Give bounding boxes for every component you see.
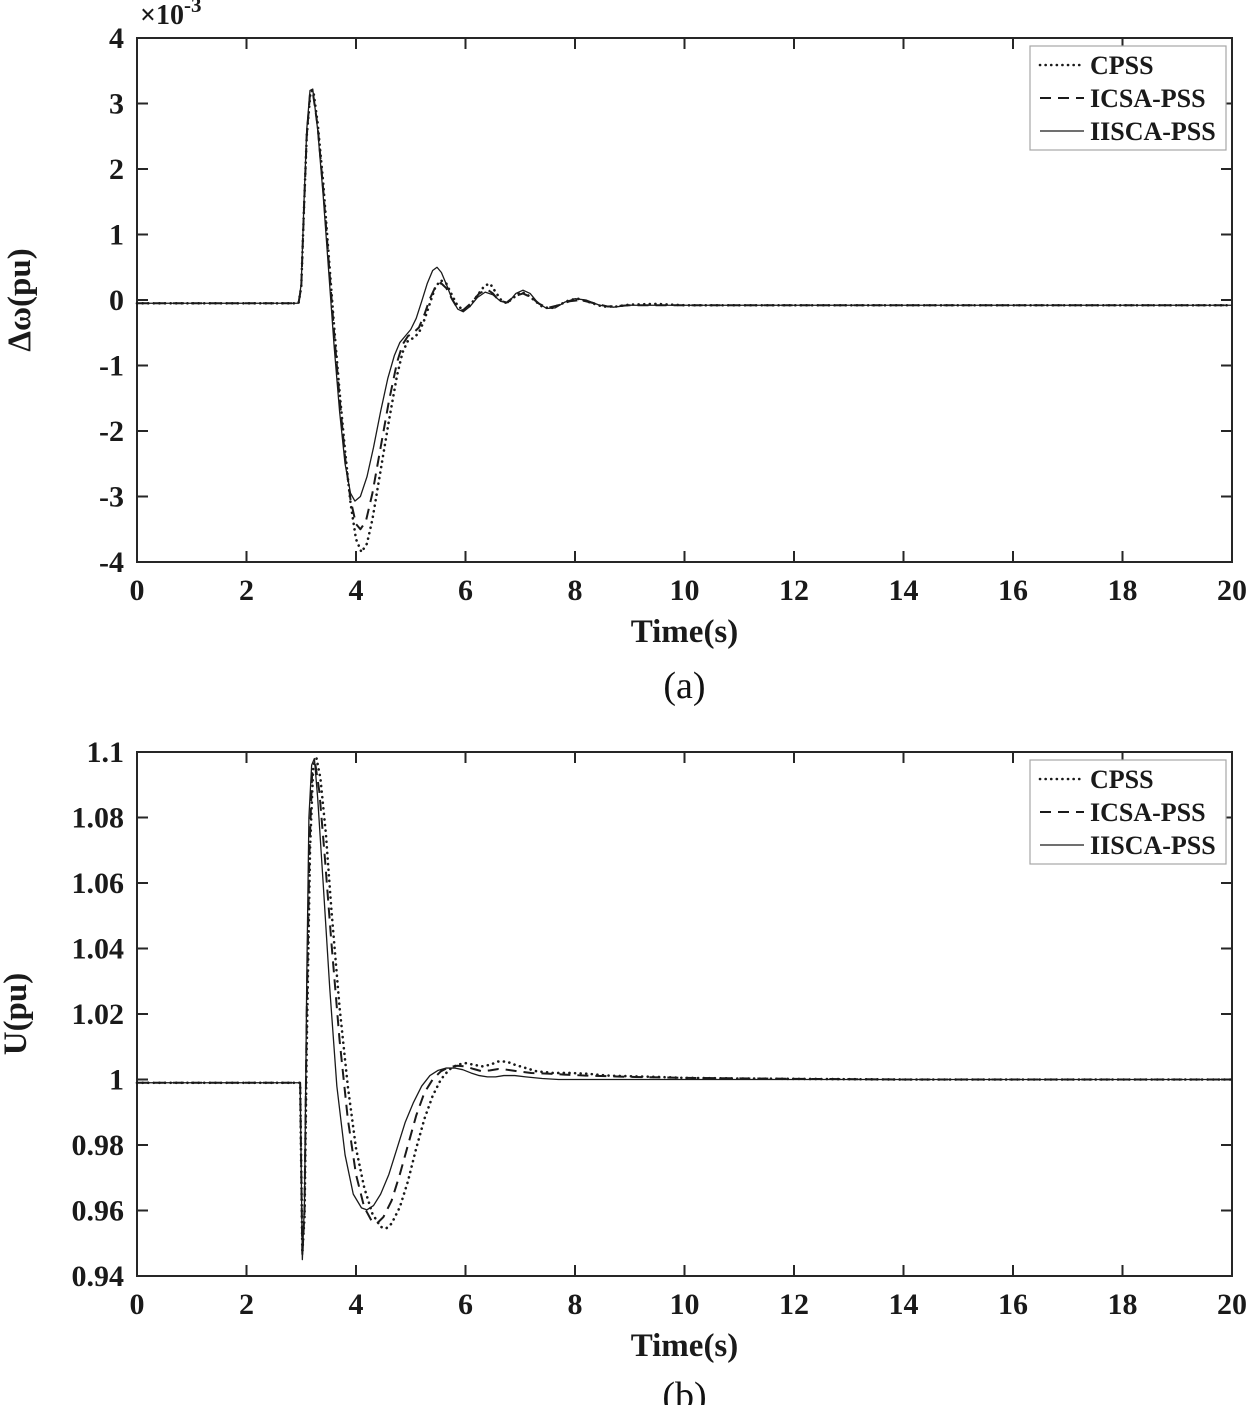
x-tick-label: 0	[130, 574, 145, 607]
x-tick-label: 20	[1217, 1288, 1247, 1321]
x-tick-label: 4	[349, 574, 364, 607]
x-tick-label: 16	[998, 1288, 1028, 1321]
series-line-iisca-pss	[137, 757, 1232, 1261]
y-exponent-label: ×10-3	[140, 0, 201, 31]
x-tick-label: 2	[239, 1288, 254, 1321]
x-tick-label: 12	[779, 574, 809, 607]
legend-label-cpss: CPSS	[1090, 51, 1154, 80]
x-tick-label: 0	[130, 1288, 145, 1321]
x-tick-label: 18	[1108, 574, 1138, 607]
x-tick-label: 10	[670, 1288, 700, 1321]
y-tick-label: 1.06	[72, 867, 125, 900]
x-tick-label: 2	[239, 574, 254, 607]
x-tick-label: 18	[1108, 1288, 1138, 1321]
x-tick-label: 14	[889, 574, 919, 607]
y-tick-label: 0.96	[72, 1195, 125, 1228]
y-tick-label: 1	[109, 1064, 124, 1097]
series-line-cpss	[135, 89, 1234, 554]
y-tick-label: 4	[109, 22, 124, 55]
series-line-icsa-pss	[137, 90, 1232, 531]
legend-label-icsa-pss: ICSA-PSS	[1090, 798, 1206, 827]
caption-a: (a)	[663, 665, 706, 707]
y-tick-label: -1	[99, 350, 124, 383]
caption-b: (b)	[662, 1375, 707, 1405]
y-axis-label: Δω(pu)	[2, 248, 38, 352]
y-tick-label: -3	[99, 481, 124, 514]
y-tick-label: 1.1	[87, 736, 125, 769]
y-tick-label: 1.08	[72, 802, 125, 835]
x-tick-label: 20	[1217, 574, 1247, 607]
x-tick-label: 8	[568, 574, 583, 607]
chart-a-svg: 0 2 4 6 8 10 12 14 16 18 20-4-3-2-101234×10-3Time(…	[2, 0, 1247, 650]
y-tick-label: 2	[109, 153, 124, 186]
x-tick-label: 10	[670, 574, 700, 607]
series-line-iisca-pss	[137, 88, 1232, 502]
x-tick-label: 16	[998, 574, 1028, 607]
y-tick-label: 1.02	[72, 998, 125, 1031]
x-tick-label: 4	[349, 1288, 364, 1321]
series-line-icsa-pss	[137, 764, 1232, 1258]
x-tick-label: 12	[779, 1288, 809, 1321]
x-tick-label: 14	[889, 1288, 919, 1321]
y-tick-label: 1.04	[72, 933, 125, 966]
y-tick-label: 0	[109, 284, 124, 317]
y-tick-label: 3	[109, 88, 124, 121]
x-tick-label: 6	[458, 574, 473, 607]
figure-a: 0 2 4 6 8 10 12 14 16 18 20 -4 -3 -2 -1 0 1 2 3 4 ×10-3 Time(…	[2, 0, 1247, 707]
y-tick-label: 0.94	[72, 1260, 125, 1293]
x-axis-label: Time(s)	[631, 614, 739, 650]
figure-b: 0 2 4 6 8 10 12 14 16 18 20 0.94 0.96 0.98 1 1.02 1.04 1.…	[0, 710, 1250, 1405]
y-tick-label: -2	[99, 415, 124, 448]
legend-label-iisca-pss: IISCA-PSS	[1090, 117, 1216, 146]
y-axis-label: U(pu)	[0, 973, 34, 1056]
chart-b-svg: 0 2 4 6 8 10 12 14 16 18 20 0.94 0.96 0.98 1 1.02 1.04 1.…	[0, 736, 1247, 1364]
legend-label-cpss: CPSS	[1090, 765, 1154, 794]
x-tick-label: 6	[458, 1288, 473, 1321]
legend-label-icsa-pss: ICSA-PSS	[1090, 84, 1206, 113]
y-tick-label: -4	[99, 546, 124, 579]
x-tick-label: 8	[568, 1288, 583, 1321]
legend-label-iisca-pss: IISCA-PSS	[1090, 831, 1216, 860]
y-tick-label: 1	[109, 219, 124, 252]
y-tick-label: 0.98	[72, 1129, 125, 1162]
x-axis-label: Time(s)	[631, 1328, 739, 1364]
